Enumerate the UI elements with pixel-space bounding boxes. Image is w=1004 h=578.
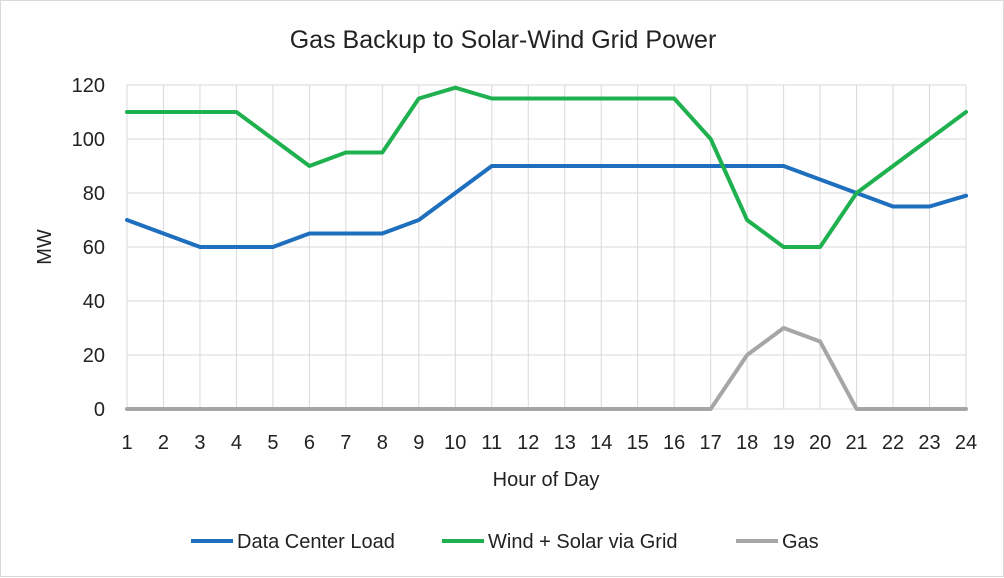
- y-tick-label: 120: [72, 75, 105, 97]
- chart-title: Gas Backup to Solar-Wind Grid Power: [290, 26, 717, 54]
- series-line-data-center-load: [125, 164, 968, 249]
- x-tick-label: 14: [590, 432, 612, 454]
- legend-item-gas: Gas: [736, 531, 819, 553]
- x-tick-label: 18: [736, 432, 758, 454]
- x-tick-label: 3: [194, 432, 205, 454]
- legend-item-data-center-load: Data Center Load: [191, 531, 395, 553]
- x-tick-label: 5: [267, 432, 278, 454]
- x-axis-label: Hour of Day: [493, 469, 600, 491]
- x-tick-label: 4: [231, 432, 242, 454]
- x-tick-label: 16: [663, 432, 685, 454]
- x-tick-label: 13: [554, 432, 576, 454]
- legend-label: Wind + Solar via Grid: [488, 531, 678, 553]
- legend: Data Center Load Wind + Solar via Grid Gas: [191, 531, 819, 553]
- x-tick-label: 23: [918, 432, 940, 454]
- y-tick-labels: 0 20 40 60 80 100 120: [72, 75, 105, 421]
- series-line-gas: [125, 326, 968, 411]
- x-tick-label: 1: [121, 432, 132, 454]
- series-line-wind-solar-via-grid: [125, 85, 968, 249]
- x-tick-label: 20: [809, 432, 831, 454]
- x-tick-label: 15: [627, 432, 649, 454]
- x-tick-label: 24: [955, 432, 977, 454]
- y-tick-label: 100: [72, 129, 105, 151]
- x-tick-label: 19: [772, 432, 794, 454]
- legend-item-wind-solar-via-grid: Wind + Solar via Grid: [442, 531, 678, 553]
- x-tick-label: 11: [481, 432, 502, 454]
- x-tick-label: 10: [444, 432, 466, 454]
- x-tick-label: 22: [882, 432, 904, 454]
- y-tick-label: 0: [94, 399, 105, 421]
- x-tick-label: 17: [700, 432, 722, 454]
- x-tick-labels: 1 2 3 4 5 6 7 8 9 10 11 12 13 14 15 16 17 18 19 20 21 22 23 24: [121, 432, 977, 454]
- x-tick-label: 7: [340, 432, 351, 454]
- y-tick-label: 80: [83, 183, 105, 205]
- x-tick-label: 6: [304, 432, 315, 454]
- x-tick-label: 2: [158, 432, 169, 454]
- x-tick-label: 12: [517, 432, 539, 454]
- legend-label: Gas: [782, 531, 819, 553]
- y-axis-label: MW: [34, 229, 56, 265]
- x-tick-label: 21: [845, 432, 867, 454]
- legend-label: Data Center Load: [237, 531, 395, 553]
- x-tick-label: 8: [377, 432, 388, 454]
- series-lines: [125, 85, 968, 411]
- x-tick-label: 9: [413, 432, 424, 454]
- y-tick-label: 40: [83, 291, 105, 313]
- y-tick-label: 20: [83, 345, 105, 367]
- y-tick-label: 60: [83, 237, 105, 259]
